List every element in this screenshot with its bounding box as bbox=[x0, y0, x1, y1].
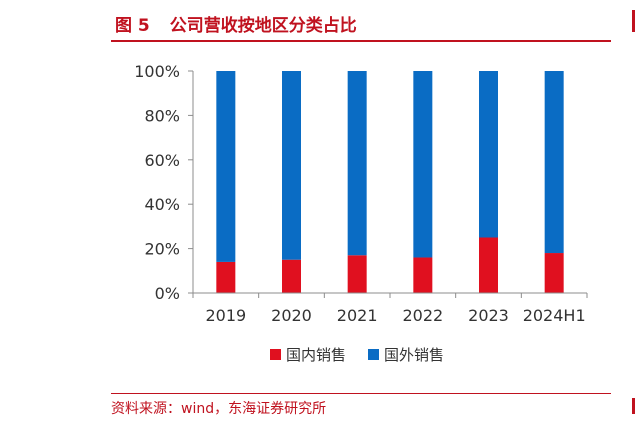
bar-overseas-2019 bbox=[216, 71, 236, 262]
source-rule bbox=[111, 393, 611, 394]
bar-domestic-2023 bbox=[479, 237, 498, 293]
legend-swatch-overseas bbox=[368, 349, 379, 360]
bar-domestic-2021 bbox=[347, 255, 367, 293]
bar-domestic-2024h1 bbox=[544, 253, 564, 293]
x-tick-label: 2021 bbox=[337, 306, 378, 325]
y-tick-label: 80% bbox=[144, 106, 180, 125]
legend-swatch-domestic bbox=[270, 349, 281, 360]
edge-mark bbox=[630, 10, 639, 44]
bar-domestic-2022 bbox=[413, 257, 433, 293]
bar-domestic-2020 bbox=[282, 259, 301, 293]
bar-overseas-2020 bbox=[282, 71, 301, 260]
figure-caption: 公司营收按地区分类占比 bbox=[169, 16, 357, 36]
figure-label: 图 5 bbox=[115, 16, 150, 36]
edge-mark bbox=[630, 392, 639, 416]
x-tick-label: 2019 bbox=[205, 306, 246, 325]
y-tick-label: 100% bbox=[134, 62, 180, 81]
x-tick-label: 2024H1 bbox=[523, 306, 586, 325]
y-tick-label: 60% bbox=[144, 151, 180, 170]
y-tick-label: 0% bbox=[155, 284, 180, 303]
y-axis: 0% 20% 40% 60% 80% 100% bbox=[134, 62, 194, 303]
legend: 国内销售 国外销售 bbox=[270, 346, 444, 364]
x-tick-label: 2022 bbox=[402, 306, 443, 325]
bar-overseas-2022 bbox=[413, 71, 433, 258]
bar-overseas-2021 bbox=[347, 71, 367, 256]
y-tick-label: 20% bbox=[144, 240, 180, 259]
stacked-bar-chart: 0%20%40%60%80%100% 2019 2020 2021 2022 2023 2… bbox=[134, 62, 588, 364]
bar-overseas-2023 bbox=[479, 71, 498, 238]
x-tick-label: 2023 bbox=[468, 306, 509, 325]
bar-domestic-2019 bbox=[216, 261, 236, 293]
bar-group bbox=[216, 71, 564, 293]
bar-overseas-2024h1 bbox=[544, 71, 564, 254]
x-axis: 2019 2020 2021 2022 2023 2024H1 bbox=[192, 292, 588, 325]
title-rule bbox=[111, 40, 611, 42]
legend-label-overseas: 国外销售 bbox=[384, 346, 444, 364]
x-tick-label: 2020 bbox=[271, 306, 312, 325]
source-note: 资料来源：wind，东海证券研究所 bbox=[111, 401, 327, 417]
legend-label-domestic: 国内销售 bbox=[286, 346, 346, 364]
figure-title: 图 5 公司营收按地区分类占比 bbox=[111, 11, 357, 36]
y-tick-label: 40% bbox=[144, 195, 180, 214]
